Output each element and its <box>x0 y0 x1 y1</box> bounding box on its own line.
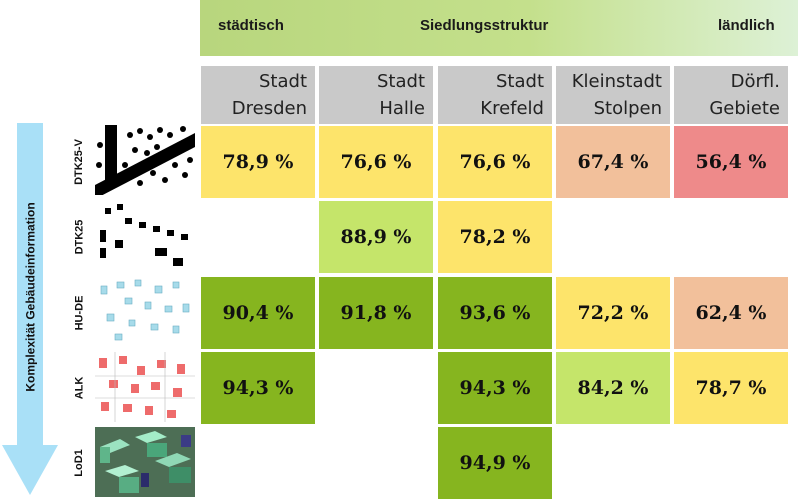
column-header-line: Stolpen <box>593 98 662 119</box>
column-header-line: Stadt <box>259 71 307 92</box>
value-cell: 67,4 % <box>556 126 670 198</box>
value-cell: 90,4 % <box>201 277 315 349</box>
row-label-text: DTK25 <box>73 219 85 255</box>
column-header-line: Stadt <box>496 71 544 92</box>
value-cell: 94,9 % <box>438 427 552 499</box>
column-header-line: Kleinstadt <box>571 71 662 92</box>
row-label: LoD1 <box>70 427 88 499</box>
value-cell: 94,3 % <box>438 352 552 424</box>
row-label: HU-DE <box>70 277 88 349</box>
value-cell: 91,8 % <box>319 277 433 349</box>
settlement-structure-banner: städtisch Siedlungsstruktur ländlich <box>200 0 798 56</box>
row-label-text: HU-DE <box>73 295 85 331</box>
hu-de-map-thumbnail <box>95 276 195 346</box>
column-header: Stadt Dresden <box>201 66 315 124</box>
value-cell: 88,9 % <box>319 201 433 273</box>
value-cell: 78,7 % <box>674 352 788 424</box>
column-header: Dörfl. Gebiete <box>674 66 788 124</box>
column-header: Kleinstadt Stolpen <box>556 66 670 124</box>
row-label: DTK25 <box>70 201 88 273</box>
banner-label-rural: ländlich <box>718 17 775 34</box>
value-cell: 76,6 % <box>438 126 552 198</box>
column-header-line: Dresden <box>231 98 307 119</box>
column-header-line: Stadt <box>377 71 425 92</box>
value-cell: 84,2 % <box>556 352 670 424</box>
column-header: Stadt Krefeld <box>438 66 552 124</box>
value-cell: 62,4 % <box>674 277 788 349</box>
lod1-3d-model-thumbnail <box>95 427 195 497</box>
value-cell: 93,6 % <box>438 277 552 349</box>
complexity-down-arrow <box>2 123 58 495</box>
banner-label-urban: städtisch <box>218 17 284 34</box>
row-label: ALK <box>70 352 88 424</box>
value-cell: 72,2 % <box>556 277 670 349</box>
column-header-line: Dörfl. <box>730 71 780 92</box>
value-cell: 56,4 % <box>674 126 788 198</box>
row-label-text: ALK <box>73 376 86 400</box>
column-header-line: Gebiete <box>709 98 780 119</box>
row-label: DTK25-V <box>70 126 88 198</box>
row-label-text: LoD1 <box>73 449 85 477</box>
column-header-line: Krefeld <box>480 98 544 119</box>
dtk25-map-thumbnail <box>95 200 195 270</box>
banner-label-settlement-structure: Siedlungsstruktur <box>420 17 549 34</box>
column-header: Stadt Halle <box>319 66 433 124</box>
dtk25v-map-thumbnail <box>95 125 195 195</box>
row-label-text: DTK25-V <box>73 139 85 185</box>
value-cell: 76,6 % <box>319 126 433 198</box>
value-cell: 94,3 % <box>201 352 315 424</box>
value-cell: 78,2 % <box>438 201 552 273</box>
alk-map-thumbnail <box>95 352 195 422</box>
column-header-line: Halle <box>379 98 425 119</box>
value-cell: 78,9 % <box>201 126 315 198</box>
